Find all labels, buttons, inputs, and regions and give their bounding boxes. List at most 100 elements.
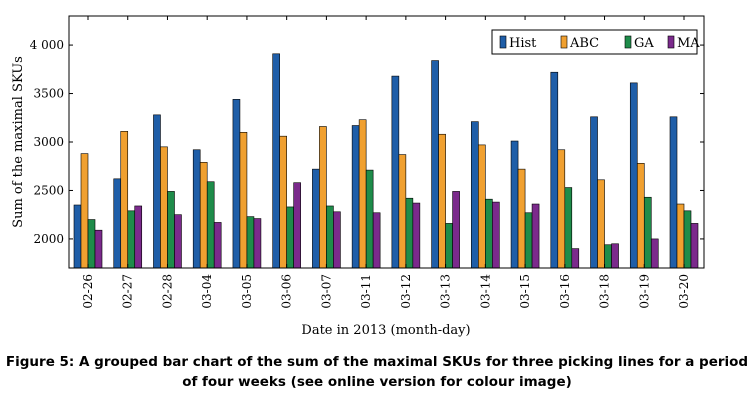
- legend-swatch-hist: [499, 35, 507, 49]
- bar-hist-03-15: [510, 140, 519, 269]
- bar-hist-02-28: [153, 114, 161, 269]
- bar-ga-03-13: [445, 223, 453, 269]
- x-tick-label: 03-14: [478, 274, 492, 309]
- bar-hist-03-12: [391, 75, 400, 269]
- bar-abc-03-14: [478, 144, 486, 269]
- x-tick-label: 03-11: [359, 274, 373, 309]
- bar-ma-03-14: [492, 201, 500, 269]
- x-tick-label: 02-28: [160, 274, 174, 309]
- bar-ga-03-05: [246, 216, 255, 269]
- bar-ga-03-14: [485, 198, 493, 269]
- bar-ga-02-28: [167, 191, 175, 269]
- bar-hist-03-11: [351, 125, 360, 269]
- x-axis: 02-26 02-27 02-28 03-04 03-05 03-06 03-07 03-11…: [81, 16, 691, 309]
- legend-box: [491, 29, 698, 55]
- bar-hist-03-19: [629, 82, 638, 269]
- x-tick-label: 02-27: [121, 274, 135, 309]
- bar-hist-03-18: [590, 116, 598, 269]
- bar-abc-03-18: [597, 179, 605, 269]
- x-tick-label: 03-12: [399, 274, 413, 309]
- bar-abc-02-27: [120, 131, 129, 269]
- x-tick-label: 03-20: [677, 274, 691, 309]
- legend-label-ma: MA: [677, 36, 700, 51]
- x-tick-label: 02-26: [81, 274, 95, 309]
- bar-ga-03-12: [405, 197, 414, 269]
- bar-ma-02-26: [94, 229, 103, 269]
- bar-abc-03-07: [319, 126, 327, 269]
- bar-ga-03-19: [643, 196, 652, 269]
- bar-ma-03-19: [650, 238, 659, 269]
- bar-ga-03-07: [326, 205, 334, 269]
- bar-hist-03-06: [272, 53, 280, 269]
- bar-abc-03-11: [358, 119, 367, 269]
- bar-abc-03-05: [239, 132, 248, 269]
- bar-ma-03-04: [213, 222, 222, 269]
- legend-label-abc: ABC: [569, 36, 599, 51]
- legend-swatch-abc: [560, 35, 568, 49]
- x-tick-label: 03-05: [240, 274, 254, 309]
- bar-ga-03-04: [206, 181, 215, 269]
- y-tick-label: 3500: [33, 87, 64, 101]
- bar-abc-03-13: [438, 133, 446, 269]
- bar-hist-03-05: [232, 99, 241, 269]
- bar-abc-02-26: [80, 153, 89, 269]
- bar-ma-03-15: [531, 203, 540, 269]
- bar-hist-03-04: [192, 149, 201, 269]
- bars-layer: [73, 53, 699, 269]
- bar-hist-02-27: [113, 178, 122, 269]
- bar-ga-03-18: [604, 244, 612, 269]
- bar-abc-03-19: [636, 163, 645, 269]
- bar-ma-02-28: [174, 214, 182, 269]
- x-axis-label: Date in 2013 (month-day): [301, 323, 470, 338]
- y-tick-label: 2000: [33, 232, 64, 246]
- y-tick-label: 3000: [33, 135, 64, 149]
- bar-ma-03-20: [690, 223, 699, 269]
- bar-hist-02-26: [73, 204, 82, 269]
- bar-ga-03-16: [564, 187, 573, 269]
- bar-ga-02-26: [87, 219, 96, 269]
- legend: Hist ABC GA MA: [491, 29, 700, 55]
- bar-ma-03-07: [333, 211, 341, 269]
- legend-swatch-ga: [624, 35, 632, 49]
- bar-hist-03-20: [669, 116, 678, 269]
- bar-ma-03-13: [452, 191, 460, 269]
- bar-ga-03-06: [286, 206, 294, 269]
- y-tick-label: 4 000: [30, 38, 64, 52]
- legend-swatch-ma: [667, 35, 675, 49]
- bar-hist-03-07: [312, 168, 320, 269]
- x-tick-label: 03-04: [200, 274, 214, 309]
- bar-ga-03-15: [524, 212, 533, 269]
- x-tick-label: 03-15: [518, 274, 532, 309]
- y-axis: 2000 2500 3000 3500 4 000: [30, 38, 704, 246]
- bar-abc-03-12: [398, 154, 407, 269]
- bar-abc-03-20: [676, 203, 685, 269]
- bar-hist-03-13: [431, 60, 439, 269]
- y-tick-label: 2500: [33, 183, 64, 197]
- x-tick-label: 03-16: [558, 274, 572, 309]
- bar-ma-03-05: [253, 218, 262, 269]
- bar-abc-03-04: [199, 162, 208, 269]
- bar-ma-03-16: [571, 248, 580, 269]
- x-tick-label: 03-19: [637, 274, 651, 309]
- bar-abc-03-15: [517, 168, 526, 269]
- bar-ma-03-12: [412, 202, 421, 269]
- bar-ma-02-27: [134, 205, 143, 269]
- bar-ma-03-06: [293, 182, 301, 269]
- bar-hist-03-14: [471, 121, 479, 269]
- x-tick-label: 03-18: [598, 274, 612, 309]
- bar-abc-02-28: [160, 146, 168, 269]
- y-axis-label: Sum of the maximal SKUs: [11, 56, 26, 228]
- bar-hist-03-16: [550, 71, 559, 269]
- bar-abc-03-16: [557, 149, 566, 269]
- x-tick-label: 03-07: [319, 274, 333, 309]
- x-tick-label: 03-06: [280, 274, 294, 309]
- x-tick-label: 03-13: [439, 274, 453, 309]
- bar-ma-03-11: [372, 212, 381, 269]
- bar-ga-02-27: [127, 210, 136, 269]
- bar-ga-03-11: [365, 169, 374, 269]
- legend-label-ga: GA: [634, 36, 654, 51]
- bar-abc-03-06: [279, 135, 287, 269]
- bar-ga-03-20: [683, 210, 692, 269]
- bar-ma-03-18: [611, 243, 619, 269]
